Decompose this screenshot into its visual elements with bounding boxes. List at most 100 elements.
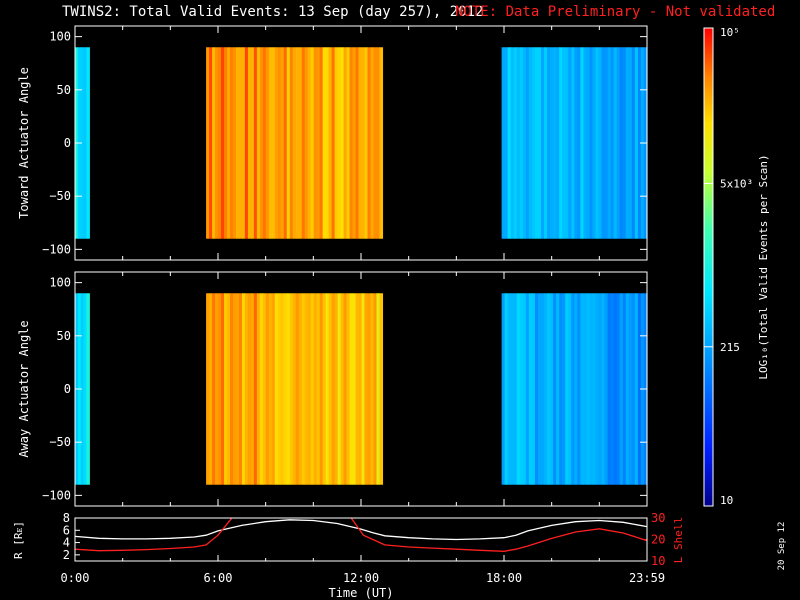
heatmap-cell: [510, 293, 515, 485]
colorbar-tick-label: 10⁵: [720, 26, 740, 39]
heatmap-cell: [589, 293, 594, 485]
lshell-tick-label: 10: [651, 554, 665, 568]
heatmap-cell: [325, 47, 330, 239]
heatmap-cell: [221, 293, 225, 485]
toward-panel-frame: [74, 25, 648, 261]
heatmap-cell: [230, 47, 234, 239]
heatmap-cell: [583, 47, 588, 239]
heatmap-cell: [595, 47, 600, 239]
y-tick-label: −100: [42, 242, 71, 256]
heatmap-cell: [540, 47, 545, 239]
heatmap-cell: [295, 47, 300, 239]
heatmap-cell: [256, 47, 261, 239]
heatmap-cell: [607, 293, 612, 485]
heatmap-cell: [586, 293, 591, 485]
heatmap-cell: [568, 293, 572, 485]
heatmap-cell: [595, 293, 600, 485]
heatmap-cell: [592, 293, 597, 485]
heatmap-cell: [319, 47, 324, 239]
heatmap-cell: [247, 293, 252, 485]
y-tick-label: −50: [49, 189, 71, 203]
heatmap-cell: [337, 47, 342, 239]
heatmap-cell: [322, 293, 327, 485]
heatmap-cell: [221, 47, 225, 239]
heatmap-cell: [328, 47, 333, 239]
heatmap-cell: [346, 47, 351, 239]
x-tick-label: 0:00: [61, 571, 90, 585]
heatmap-cell: [328, 293, 333, 485]
heatmap-cell: [504, 293, 509, 485]
heatmap-cell: [274, 47, 279, 239]
heatmap-cell: [358, 293, 363, 485]
heatmap-cell: [283, 293, 288, 485]
heatmap-block: [206, 47, 384, 239]
heatmap-cell: [501, 47, 506, 239]
preliminary-note: NOTE: Data Preliminary - Not validated: [455, 4, 776, 20]
heatmap-cell: [292, 293, 297, 485]
heatmap-cell: [268, 293, 273, 485]
heatmap-cell: [265, 293, 270, 485]
heatmap-cell: [559, 47, 563, 239]
heatmap-cell: [238, 293, 243, 485]
r-distance-line: [75, 519, 647, 541]
heatmap-cell: [553, 47, 557, 239]
heatmap-cell: [343, 293, 348, 485]
heatmap-cell: [224, 293, 228, 485]
away-panel-frame: [74, 271, 648, 507]
date-stamp: 20 Sep 12: [777, 522, 787, 571]
heatmap-block: [501, 293, 648, 485]
heatmap-cell: [513, 47, 518, 239]
heatmap-cell: [562, 293, 566, 485]
heatmap-cell: [544, 47, 548, 239]
heatmap-cell: [637, 47, 642, 239]
heatmap-cell: [340, 47, 345, 239]
heatmap-cell: [334, 47, 339, 239]
x-tick-label: 12:00: [343, 571, 379, 585]
heatmap-cell: [206, 293, 210, 485]
heatmap-cell: [262, 293, 267, 485]
heatmap-cell: [280, 47, 285, 239]
heatmap-cell: [313, 293, 318, 485]
heatmap-cell: [80, 293, 85, 485]
heatmap-cell: [271, 293, 276, 485]
heatmap-cell: [298, 47, 303, 239]
heatmap-cell: [607, 47, 612, 239]
heatmap-cell: [337, 293, 342, 485]
colorbar-ticks: 10 215 5x10³ 10⁵: [704, 26, 753, 507]
heatmap-cell: [227, 47, 231, 239]
heatmap-cell: [580, 47, 584, 239]
heatmap-cell: [556, 293, 560, 485]
heatmap-cell: [283, 47, 288, 239]
heatmap-cell: [507, 47, 512, 239]
heatmap-cell: [331, 293, 336, 485]
heatmap-cell: [274, 293, 279, 485]
x-tick-label: 23:59: [629, 571, 665, 585]
heatmap-cell: [277, 47, 282, 239]
away-heatmap-panel: −100 −50 0 50 100: [42, 272, 648, 506]
heatmap-cell: [501, 293, 506, 485]
r-axis-label: R [Rᴇ]: [12, 521, 25, 559]
heatmap-cell: [241, 47, 246, 239]
heatmap-cell: [310, 293, 315, 485]
heatmap-cell: [206, 47, 210, 239]
heatmap-cell: [322, 47, 327, 239]
heatmap-cell: [370, 293, 375, 485]
heatmap-cell: [622, 47, 627, 239]
y-tick-label: 0: [64, 382, 71, 396]
heatmap-cell: [83, 293, 88, 485]
heatmap-cell: [519, 293, 524, 485]
heatmap-cell: [556, 47, 560, 239]
away-ylabel: Away Actuator Angle: [17, 320, 31, 457]
r-tick-label: 8: [63, 511, 70, 525]
colorbar-tick-label: 215: [720, 341, 740, 354]
heatmap-cell: [601, 47, 606, 239]
heatmap-cell: [522, 293, 527, 485]
heatmap-cell: [271, 47, 276, 239]
heatmap-cell: [519, 47, 524, 239]
toward-ylabel: Toward Actuator Angle: [17, 67, 31, 219]
heatmap-block: [501, 47, 648, 239]
heatmap-cell: [547, 47, 551, 239]
heatmap-cell: [537, 47, 542, 239]
heatmap-cell: [574, 47, 578, 239]
